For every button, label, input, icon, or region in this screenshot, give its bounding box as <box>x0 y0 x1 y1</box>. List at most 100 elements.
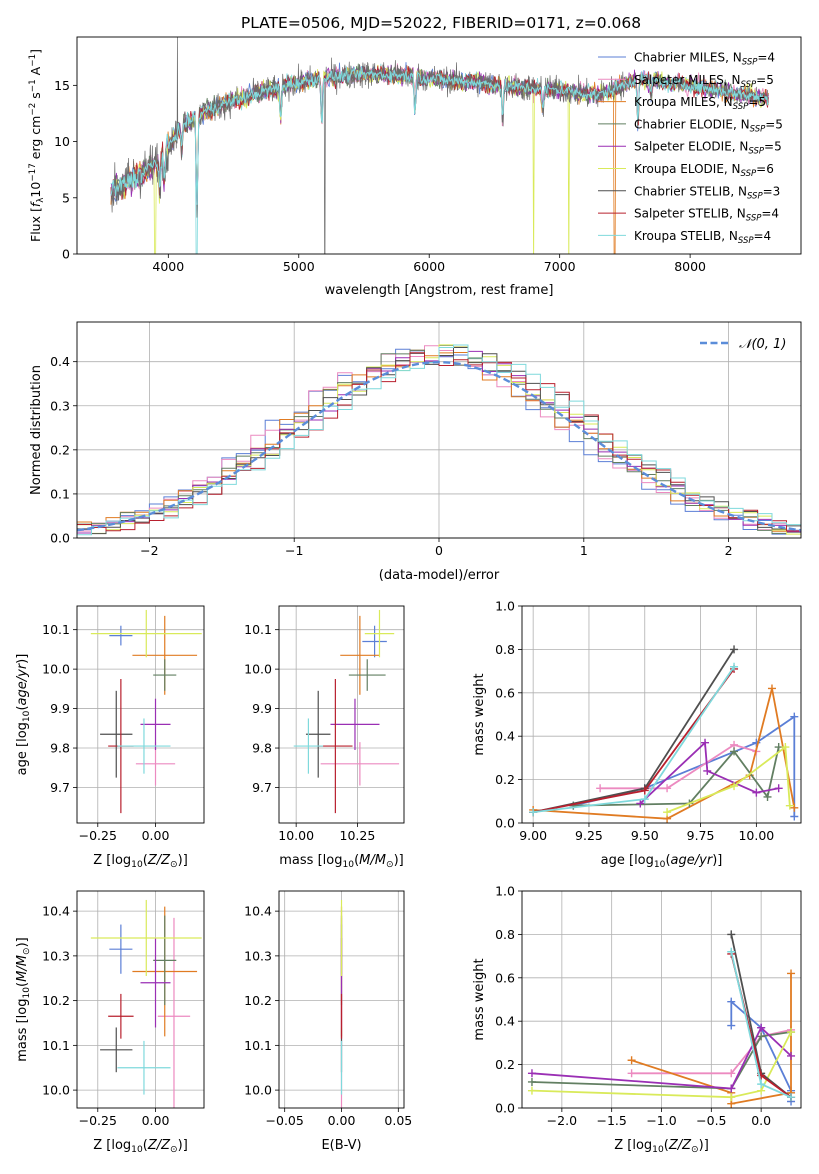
weight-marker <box>596 784 605 793</box>
legend-subscript: SSP <box>742 58 758 68</box>
spectrum-plot <box>110 37 769 254</box>
axis-label-part: A <box>28 66 43 79</box>
legend-name: Salpeter STELIB, N <box>634 207 746 221</box>
weight-series <box>636 738 783 808</box>
y-axis-label: Normed distribution <box>29 365 44 495</box>
axes-spectrum: 4000 5000 6000 7000 8000 0 5 10 15 <box>54 78 706 274</box>
weight-marker <box>527 1086 536 1095</box>
axes-frame <box>76 605 205 824</box>
y-tick-label: 10.0 <box>244 1083 272 1098</box>
legend-entry: Kroupa ELODIE, NSSP=6 <box>634 162 774 179</box>
x-tick-label: 1 <box>580 543 588 558</box>
axis-label: Z [log10(Z/Z⊙)] <box>93 853 188 870</box>
axis-label-part: Z/Z <box>668 1138 692 1153</box>
weight-marker <box>727 1069 736 1078</box>
axis-label-part: 10 <box>342 860 354 870</box>
y-tick-label: 10.0 <box>244 662 272 677</box>
x-tick-label: 2 <box>725 543 733 558</box>
y-tick-label: 0.4 <box>495 729 515 744</box>
errorbar-point <box>140 698 171 751</box>
weight-marker <box>790 712 799 721</box>
legend-entry: Chabrier MILES, NSSP=4 <box>634 51 775 68</box>
x-tick-label: −1.5 <box>596 1113 626 1128</box>
axis-label-part: s <box>28 92 43 103</box>
errorbar-point <box>348 659 386 691</box>
y-tick-label: 10.4 <box>244 904 272 919</box>
y-tick-label: 0.8 <box>495 927 515 942</box>
axis-label-part: )] <box>712 853 722 868</box>
y-axis-label: mass weight <box>472 673 487 755</box>
weight-marker <box>640 795 649 804</box>
weight-marker <box>627 1056 636 1065</box>
weight-marker <box>529 808 538 817</box>
weight-marker <box>727 1084 736 1093</box>
x-tick-label: −2.0 <box>547 1113 577 1128</box>
weight-marker <box>663 808 672 817</box>
errorbar-point <box>153 915 177 1006</box>
legend-residuals: 𝒩(0, 1) <box>700 337 786 352</box>
legend-name: Chabrier ELODIE, N <box>634 117 750 131</box>
y-axis-label: mass weight <box>472 958 487 1040</box>
weight-line <box>531 1031 792 1090</box>
weight-marker <box>752 738 761 747</box>
legend-entry: Salpeter MILES, NSSP=5 <box>634 73 774 90</box>
x-tick-label: 4000 <box>152 259 184 274</box>
axis-label: Flux [fλ10−17 erg cm−2 s−1 A−1] <box>28 49 46 242</box>
axis-label-part: M/M <box>15 955 30 982</box>
axes-frame <box>76 890 205 1109</box>
weight-marker <box>785 801 794 810</box>
y-tick-label: 0.1 <box>50 486 70 501</box>
legend-entry: Kroupa STELIB, NSSP=4 <box>634 229 771 246</box>
axes-frame <box>521 890 802 1109</box>
x-tick-label: −2 <box>140 543 158 558</box>
x-tick-label: 0.05 <box>384 1113 412 1128</box>
y-tick-label: 9.9 <box>50 701 70 716</box>
axis-label-part: )] <box>699 1138 709 1153</box>
axes-mass-vs-ebv: −0.05 0.00 0.05 10.0 10.1 10.2 10.3 10.4 <box>244 891 412 1128</box>
y-tick-label: 1.0 <box>495 599 515 614</box>
weight-marker <box>727 947 736 956</box>
weight-marker <box>752 788 761 797</box>
weight-series <box>663 743 794 817</box>
spectrum-series-line <box>110 66 769 205</box>
reference-normal-curve <box>77 360 801 532</box>
axis-label-part: erg cm <box>28 116 43 164</box>
weight-series <box>527 1028 796 1102</box>
y-tick-label: 0.6 <box>495 685 515 700</box>
axis-label-part: ( <box>143 1138 148 1153</box>
x-tick-label: 10.00 <box>738 828 774 843</box>
legend-nssp: =5 <box>765 117 783 131</box>
legend-entry: 𝒩(0, 1) <box>739 337 786 352</box>
x-tick-label: −0.25 <box>79 1113 117 1128</box>
weight-marker <box>787 1051 796 1060</box>
weight-line <box>600 743 757 790</box>
y-tick-label: 10.3 <box>244 948 272 963</box>
errorbar-point <box>90 899 202 977</box>
legend-subscript: SSP <box>733 102 749 112</box>
y-tick-label: 10.1 <box>244 622 272 637</box>
errorbar-point <box>318 678 353 814</box>
weight-series <box>529 645 739 817</box>
axes-massweight-vs-z: −2.0 −1.5 −1.0 −0.5 0.0 0.0 0.2 0.4 0.6 0.8 1.0 <box>495 884 801 1128</box>
legend-subscript: SSP <box>747 191 763 201</box>
axis-label-part: M/M <box>359 853 386 868</box>
axis-label-part: −1 <box>28 54 38 67</box>
axis-label-part: ( <box>143 853 148 868</box>
legend-name: Kroupa MILES, N <box>634 95 733 109</box>
axis-label-part: λ <box>36 198 46 203</box>
weight-marker <box>727 997 736 1006</box>
x-tick-label: −1 <box>285 543 303 558</box>
axis-label: age [log10(age/yr)] <box>601 853 723 870</box>
axis-label-part: 10 <box>22 987 32 999</box>
y-tick-label: 0.3 <box>50 398 70 413</box>
weight-marker <box>727 930 736 939</box>
weight-line <box>631 1029 792 1075</box>
legend-nssp: =5 <box>748 95 766 109</box>
weight-series <box>529 684 799 823</box>
weight-marker <box>787 969 796 978</box>
y-tick-label: 9.9 <box>252 701 272 716</box>
legend-name: Chabrier STELIB, N <box>634 184 747 198</box>
x-tick-label: −0.25 <box>79 828 117 843</box>
